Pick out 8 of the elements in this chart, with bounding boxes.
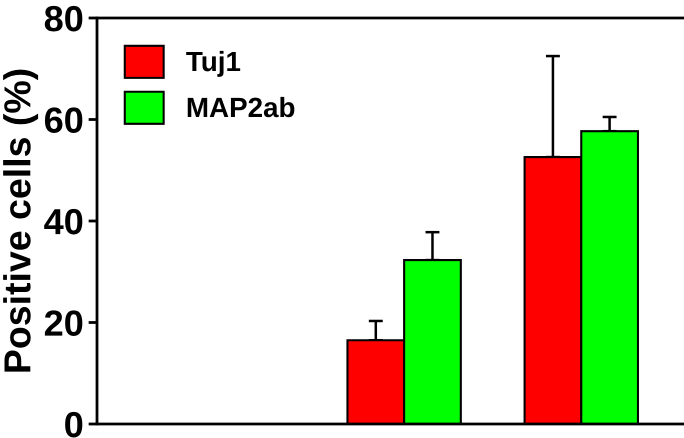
legend-label: MAP2ab xyxy=(188,96,294,118)
y-tick-label: 80 xyxy=(44,6,82,32)
y-tick-label: 60 xyxy=(44,107,82,133)
legend-label: Tuj1 xyxy=(186,50,240,77)
y-tick-label: 20 xyxy=(44,310,82,336)
y-tick-label: 0 xyxy=(65,412,82,438)
y-axis-title: Positive cells (%) xyxy=(3,70,38,372)
y-tick-label: 40 xyxy=(44,208,82,234)
